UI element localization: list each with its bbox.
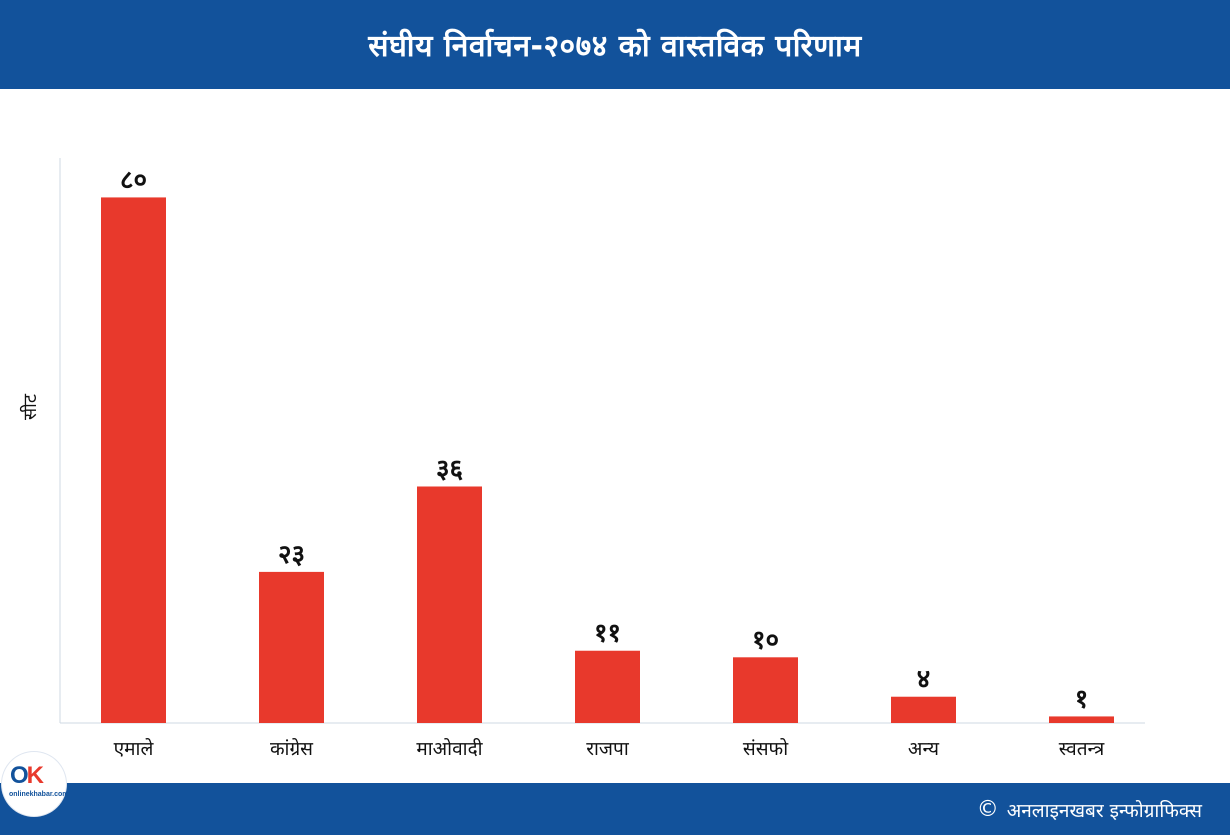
- category-label-1: एमाले: [114, 737, 155, 760]
- bar-7: [1049, 716, 1114, 723]
- value-label-4: ११: [594, 619, 621, 649]
- bar-3: [417, 486, 482, 723]
- footer-bar: © अनलाइनखबर इन्फोग्राफिक्स: [0, 783, 1230, 835]
- value-label-3: ३६: [436, 454, 463, 484]
- footer-credit: © अनलाइनखबर इन्फोग्राफिक्स: [977, 797, 1202, 823]
- bar-6: [891, 696, 956, 723]
- header-bar: संघीय निर्वाचन-२०७४ को वास्तविक परिणाम: [0, 0, 1230, 89]
- logo-ok-mark: OK: [10, 762, 44, 789]
- bar-4: [575, 650, 640, 723]
- category-label-7: स्वतन्त्र: [1059, 738, 1105, 760]
- copyright-icon: ©: [976, 797, 999, 822]
- bar-5: [733, 657, 798, 723]
- credit-text: अनलाइनखबर इन्फोग्राफिक्स: [1006, 800, 1202, 822]
- chart-title: संघीय निर्वाचन-२०७४ को वास्तविक परिणाम: [368, 29, 862, 64]
- category-label-2: कांग्रेस: [270, 737, 314, 760]
- value-label-6: ४: [917, 665, 931, 695]
- category-label-5: संसफो: [743, 737, 789, 760]
- value-label-7: १: [1075, 684, 1089, 714]
- value-label-1: ८०: [120, 165, 147, 195]
- bar-2: [259, 571, 324, 723]
- bar-1: [101, 197, 166, 724]
- category-label-4: राजपा: [586, 738, 630, 760]
- value-label-5: १०: [752, 625, 779, 655]
- onlinekhabar-logo: OK onlinekhabar.com: [2, 752, 69, 816]
- bar-chart: ८० २३ ३६ ११ १० ४ १ एमाले कांग्रेस माओवादी राजपा सं…: [59, 158, 1145, 760]
- category-label-3: माओवादी: [416, 737, 483, 760]
- value-label-2: २३: [278, 540, 305, 570]
- logo-wordmark: onlinekhabar.com: [9, 791, 69, 798]
- category-label-6: अन्य: [908, 738, 940, 760]
